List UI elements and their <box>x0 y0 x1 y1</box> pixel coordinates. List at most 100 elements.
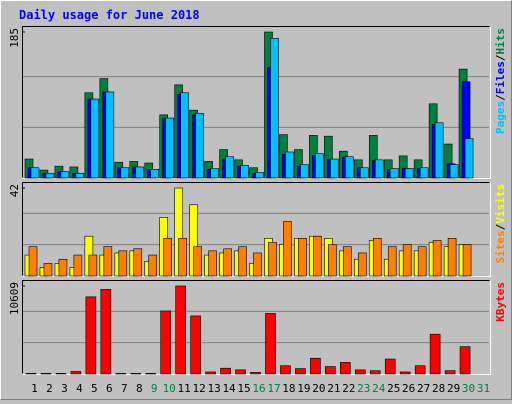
bar <box>130 373 142 375</box>
plot-bevel-dark <box>22 280 490 374</box>
x-tick-label: 2 <box>46 382 53 395</box>
bar <box>30 167 40 179</box>
bar <box>73 254 83 277</box>
bar <box>193 246 202 277</box>
legend-entry: Sites <box>494 230 507 263</box>
bar <box>389 168 399 179</box>
x-tick-label: 3 <box>61 382 68 395</box>
bar <box>295 368 306 375</box>
bar <box>270 38 279 179</box>
bar <box>240 165 249 179</box>
bar <box>145 373 157 375</box>
bar <box>374 159 384 179</box>
x-tick-label: 9 <box>151 382 158 395</box>
bar <box>60 171 70 179</box>
bar <box>150 169 160 179</box>
plot-bevel-dark <box>22 182 490 276</box>
bar <box>340 362 351 375</box>
y-tick-label: 185 <box>8 28 21 48</box>
bar <box>313 235 322 277</box>
bar <box>280 365 291 375</box>
bar <box>70 371 82 375</box>
plot-area <box>22 280 490 374</box>
legend: Sites/Visits <box>494 184 507 264</box>
bar <box>268 242 277 277</box>
bar <box>115 373 127 375</box>
legend-entry: KBytes <box>494 282 507 322</box>
x-tick-label: 24 <box>372 382 386 395</box>
bar <box>43 263 53 277</box>
bar <box>345 156 354 179</box>
x-tick-label: 1 <box>31 382 38 395</box>
bar <box>105 91 115 179</box>
bar <box>432 240 442 277</box>
plot-bevel-dark <box>22 26 490 178</box>
legend-entry: Pages <box>494 101 507 134</box>
bar <box>220 367 231 375</box>
bar <box>238 246 247 277</box>
bar <box>180 92 189 179</box>
bar <box>160 310 172 375</box>
x-tick-label: 11 <box>178 382 191 395</box>
bar <box>133 248 143 277</box>
bar <box>28 246 38 277</box>
legend-separator: / <box>494 54 507 61</box>
bar <box>354 369 366 375</box>
chart-title: Daily usage for June 2018 <box>19 8 200 22</box>
bar <box>285 151 294 179</box>
x-tick-label: 25 <box>387 382 400 395</box>
bar <box>103 246 113 277</box>
bar <box>404 168 414 179</box>
bar <box>387 246 397 277</box>
bar <box>178 237 187 277</box>
x-tick-label: 21 <box>327 382 340 395</box>
bar <box>434 122 444 179</box>
bar <box>399 371 411 375</box>
x-tick-label: 7 <box>121 382 128 395</box>
x-tick-label: 13 <box>207 382 220 395</box>
y-tick-label: 10609 <box>8 282 21 315</box>
bar <box>208 250 217 277</box>
bar <box>310 357 321 375</box>
bar <box>459 346 471 375</box>
bar <box>369 370 381 375</box>
bar <box>120 167 130 179</box>
bar <box>265 313 276 375</box>
bar <box>250 372 261 375</box>
bar <box>462 244 472 277</box>
bar <box>372 237 382 277</box>
bar <box>85 296 97 375</box>
bar <box>449 164 459 179</box>
bar <box>25 373 37 375</box>
bar <box>55 373 67 375</box>
bar <box>447 237 457 277</box>
bar <box>45 172 55 179</box>
legend: KBytes <box>494 282 507 322</box>
bar <box>118 250 128 277</box>
bar <box>90 98 100 179</box>
bar <box>235 369 246 375</box>
bar <box>163 237 173 277</box>
x-tick-label: 4 <box>76 382 83 395</box>
bar <box>40 373 52 375</box>
bar <box>223 248 232 277</box>
bar <box>298 237 307 277</box>
bar <box>255 172 264 179</box>
x-tick-label: 20 <box>312 382 325 395</box>
bar <box>328 244 337 277</box>
x-tick-label: 28 <box>432 382 445 395</box>
x-tick-label: 19 <box>297 382 310 395</box>
legend-entry: Hits <box>494 28 507 55</box>
bar <box>135 166 145 179</box>
bar <box>100 289 112 375</box>
x-tick-label: 8 <box>136 382 143 395</box>
bar <box>330 158 339 179</box>
x-tick-label: 10 <box>163 382 176 395</box>
bar <box>175 285 186 375</box>
x-tick-label: 18 <box>282 382 295 395</box>
x-tick-label: 23 <box>357 382 370 395</box>
bar <box>464 138 474 179</box>
legend-entry: Files <box>494 61 507 94</box>
plot-bevel-light <box>22 26 491 179</box>
bar <box>165 117 175 179</box>
